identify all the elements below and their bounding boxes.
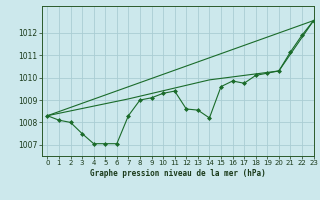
- X-axis label: Graphe pression niveau de la mer (hPa): Graphe pression niveau de la mer (hPa): [90, 169, 266, 178]
